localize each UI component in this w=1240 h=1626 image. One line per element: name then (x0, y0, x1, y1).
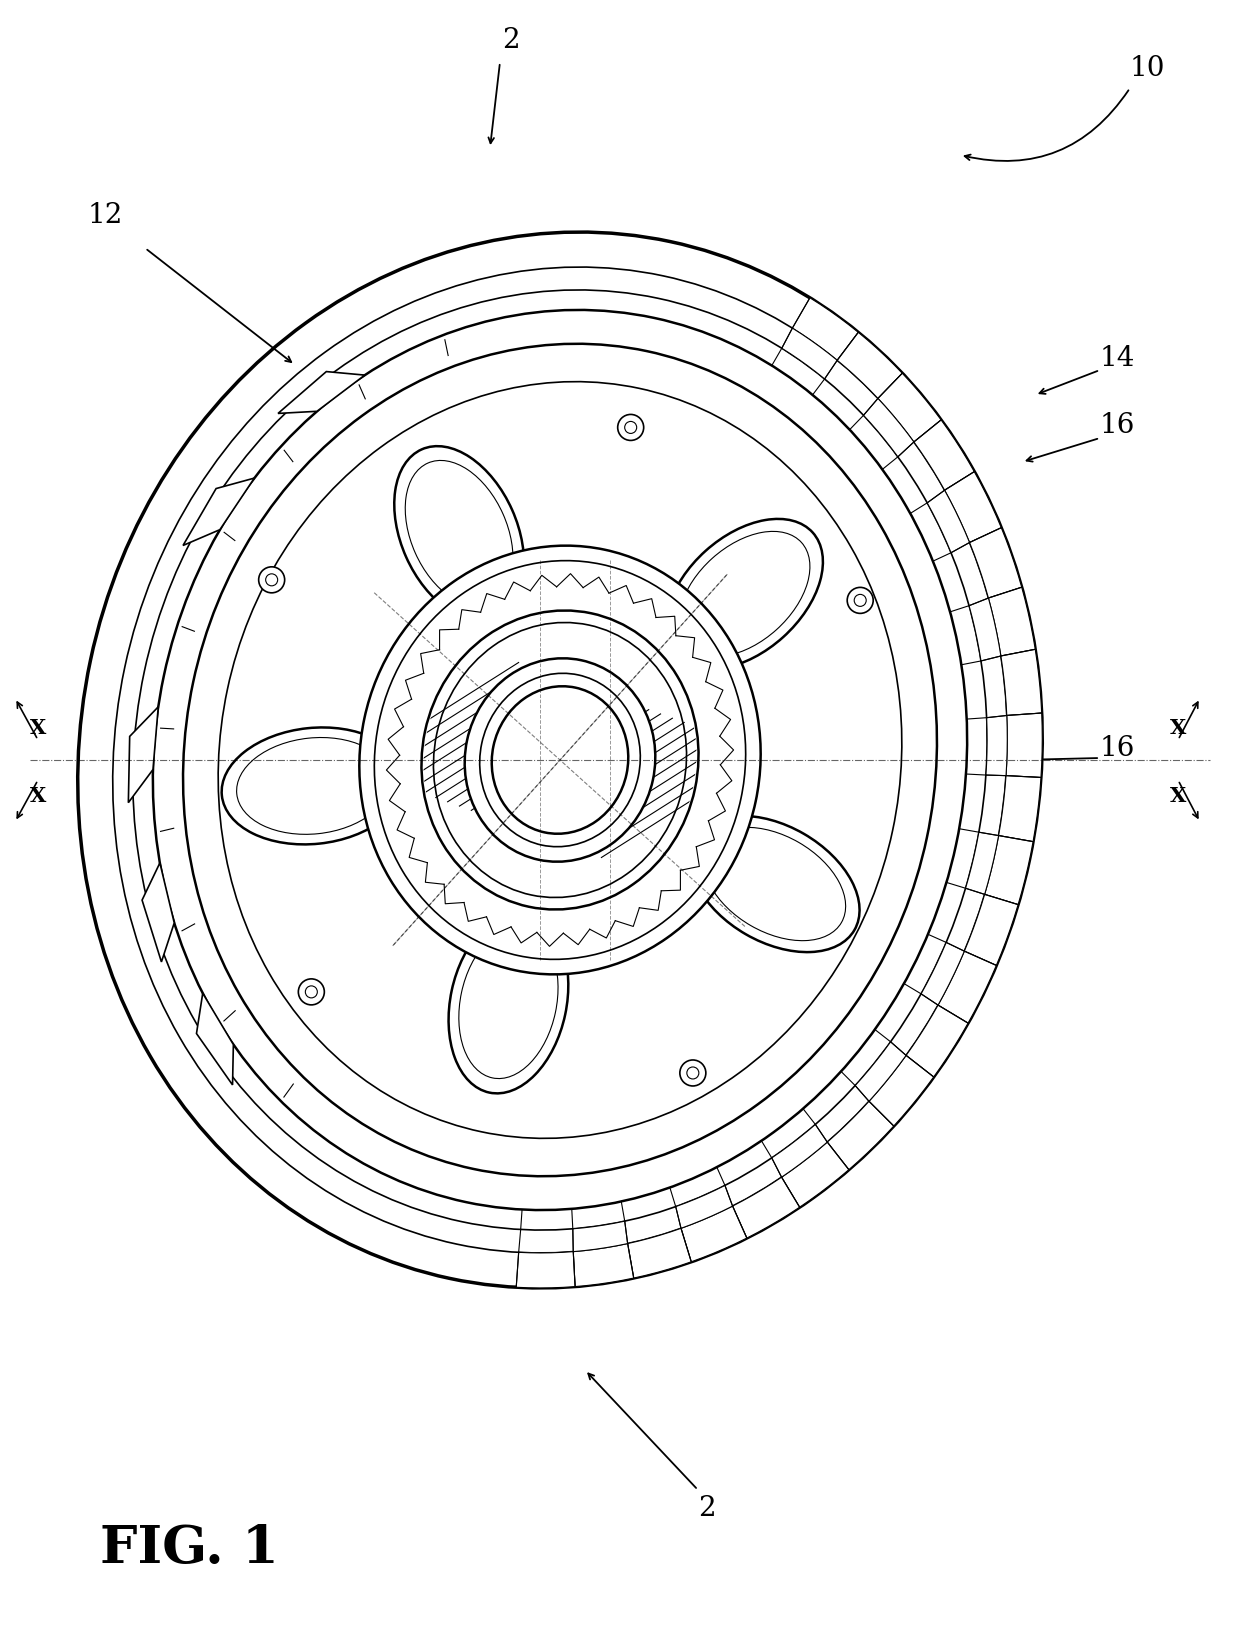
Text: X: X (30, 785, 46, 806)
Polygon shape (856, 1042, 906, 1101)
Ellipse shape (854, 595, 867, 606)
Ellipse shape (153, 311, 967, 1210)
Polygon shape (970, 528, 1022, 598)
Polygon shape (921, 943, 965, 1005)
Ellipse shape (689, 816, 859, 953)
Text: FIG. 1: FIG. 1 (100, 1522, 279, 1574)
Ellipse shape (666, 519, 823, 670)
Polygon shape (792, 298, 858, 361)
Polygon shape (837, 332, 903, 398)
Polygon shape (906, 1005, 968, 1076)
Ellipse shape (678, 532, 810, 657)
Text: 16: 16 (1100, 735, 1136, 761)
Ellipse shape (259, 567, 285, 593)
Ellipse shape (449, 912, 568, 1093)
Ellipse shape (687, 1067, 699, 1080)
Text: 12: 12 (88, 202, 123, 229)
Polygon shape (937, 951, 997, 1023)
Polygon shape (781, 1141, 849, 1206)
Polygon shape (573, 1244, 634, 1286)
Polygon shape (928, 489, 970, 553)
Ellipse shape (480, 673, 640, 847)
Polygon shape (1001, 649, 1042, 715)
Polygon shape (781, 328, 837, 379)
Polygon shape (278, 372, 365, 413)
Ellipse shape (237, 738, 391, 834)
Ellipse shape (625, 421, 636, 434)
Ellipse shape (492, 686, 629, 834)
Polygon shape (184, 478, 254, 545)
Polygon shape (945, 472, 1001, 543)
Ellipse shape (680, 1060, 706, 1086)
Text: X: X (1169, 719, 1187, 738)
Polygon shape (516, 1252, 575, 1288)
Polygon shape (914, 420, 975, 489)
Polygon shape (196, 993, 233, 1085)
Polygon shape (863, 398, 914, 457)
Ellipse shape (847, 587, 873, 613)
Ellipse shape (618, 415, 644, 441)
Ellipse shape (218, 382, 901, 1138)
Polygon shape (998, 776, 1040, 842)
Text: X: X (1169, 785, 1187, 806)
Polygon shape (143, 863, 175, 963)
Polygon shape (869, 1055, 934, 1127)
Ellipse shape (78, 233, 1043, 1288)
Text: 2: 2 (502, 26, 520, 54)
Ellipse shape (305, 985, 317, 998)
Text: 2: 2 (698, 1494, 715, 1522)
Polygon shape (129, 707, 159, 803)
Polygon shape (878, 374, 941, 442)
Ellipse shape (704, 828, 846, 941)
Ellipse shape (113, 267, 1007, 1254)
Ellipse shape (459, 927, 558, 1078)
Polygon shape (733, 1177, 800, 1237)
Ellipse shape (434, 623, 687, 898)
Ellipse shape (299, 979, 325, 1005)
Polygon shape (676, 1185, 733, 1228)
Polygon shape (627, 1228, 691, 1278)
Ellipse shape (360, 546, 760, 974)
Polygon shape (970, 598, 1001, 660)
Polygon shape (771, 1125, 827, 1177)
Ellipse shape (374, 561, 745, 959)
Polygon shape (966, 833, 998, 894)
Ellipse shape (133, 289, 987, 1229)
Ellipse shape (422, 610, 698, 909)
Ellipse shape (265, 574, 278, 585)
Ellipse shape (184, 343, 937, 1176)
Ellipse shape (405, 460, 513, 606)
Polygon shape (985, 836, 1033, 904)
Ellipse shape (465, 659, 655, 862)
Ellipse shape (394, 446, 525, 621)
Polygon shape (827, 1101, 894, 1169)
Polygon shape (986, 715, 1007, 776)
Ellipse shape (222, 727, 405, 844)
Text: 16: 16 (1100, 411, 1136, 439)
Text: X: X (30, 719, 46, 738)
Polygon shape (573, 1221, 627, 1252)
Polygon shape (988, 587, 1035, 655)
Text: 10: 10 (1130, 55, 1166, 81)
Polygon shape (681, 1206, 746, 1262)
Polygon shape (1006, 714, 1043, 777)
Polygon shape (965, 894, 1018, 966)
Text: 14: 14 (1100, 345, 1136, 371)
